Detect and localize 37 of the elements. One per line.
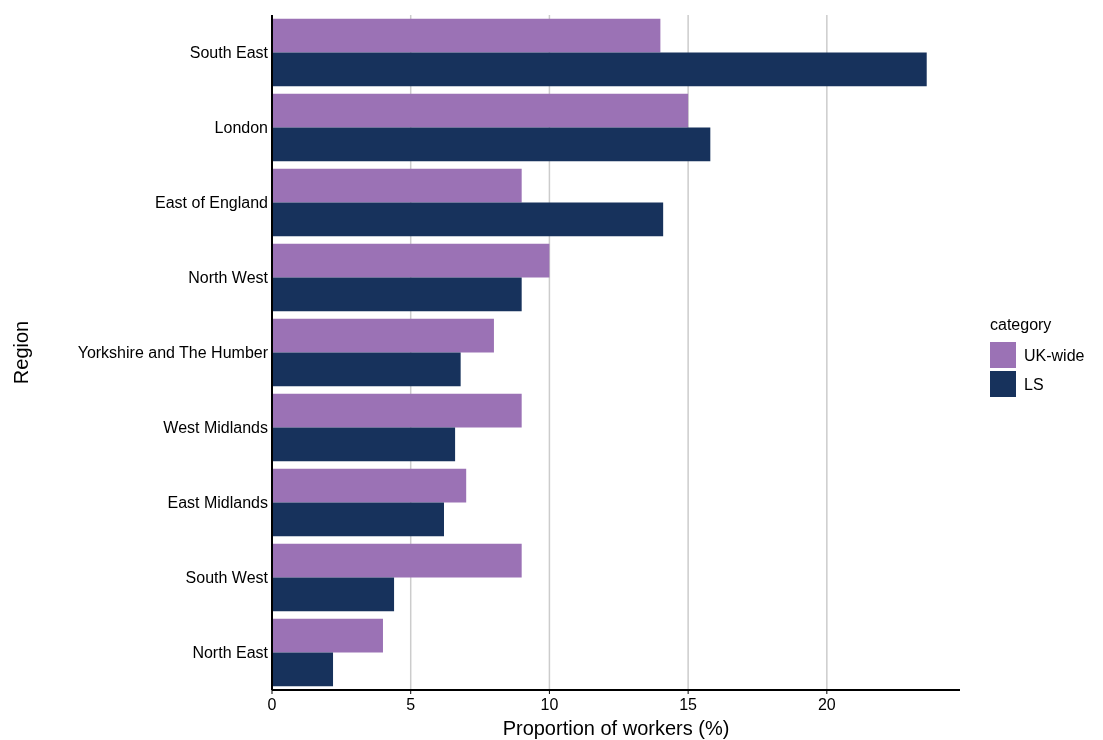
bar	[272, 468, 467, 503]
y-axis-title: Region	[10, 320, 32, 385]
bar	[272, 352, 461, 387]
bar	[272, 243, 550, 278]
y-tick-label: Yorkshire and The Humber	[77, 344, 269, 362]
bar	[272, 127, 711, 162]
bar	[272, 427, 456, 462]
legend-label: UK-wide	[1024, 346, 1085, 364]
bar	[272, 393, 522, 428]
bar	[272, 577, 395, 612]
x-axis-title: Proportion of workers (%)	[502, 717, 730, 739]
bar	[272, 318, 494, 353]
bar	[272, 168, 522, 203]
y-tick-label: North West	[188, 269, 269, 287]
legend-label: LS	[1024, 375, 1044, 393]
x-tick-label: 10	[540, 696, 559, 713]
bar	[272, 52, 927, 87]
y-tick-label: South West	[185, 569, 269, 587]
y-tick-label: London	[214, 119, 268, 137]
x-tick-label: 0	[267, 696, 277, 713]
legend-title: category	[990, 316, 1052, 333]
bar	[272, 618, 383, 653]
bar	[272, 277, 522, 312]
y-tick-label: East of England	[155, 194, 268, 212]
bar	[272, 18, 661, 53]
bar	[272, 652, 334, 687]
y-tick-label: South East	[189, 44, 269, 62]
y-tick-label: West Midlands	[163, 419, 268, 437]
x-tick-label: 5	[406, 696, 416, 713]
x-tick-label: 15	[679, 696, 698, 713]
x-tick-label: 20	[817, 696, 836, 713]
bar	[272, 543, 522, 578]
y-tick-label: North East	[192, 644, 269, 662]
bar	[272, 202, 664, 237]
bar	[272, 502, 444, 537]
bar	[272, 93, 689, 128]
y-tick-label: East Midlands	[167, 494, 268, 512]
